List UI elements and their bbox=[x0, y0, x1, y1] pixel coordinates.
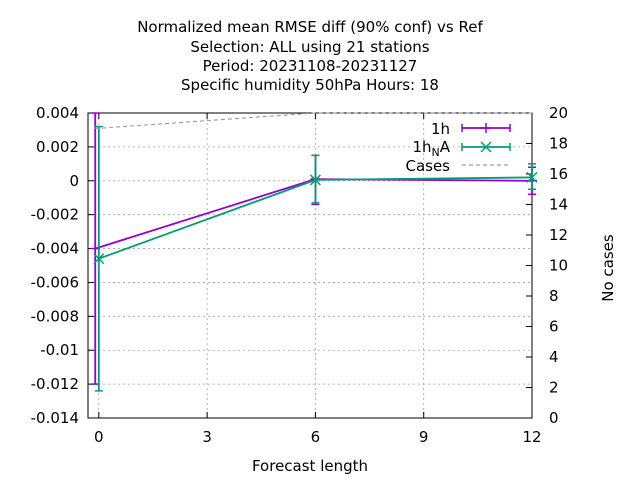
y2-tick-label: 10 bbox=[549, 257, 568, 275]
y2-tick-label: 12 bbox=[549, 226, 568, 244]
legend-label-1h: 1h bbox=[431, 120, 450, 138]
y-tick-label: -0.004 bbox=[31, 240, 79, 258]
plot-border bbox=[87, 112, 533, 419]
x-tick-label: 12 bbox=[522, 428, 541, 446]
title-line-1: Normalized mean RMSE diff (90% conf) vs … bbox=[137, 18, 483, 36]
y2-tick-label: 6 bbox=[549, 318, 559, 336]
x-tick-label: 0 bbox=[94, 428, 104, 446]
y2-tick-label: 18 bbox=[549, 135, 568, 153]
y-tick-label: -0.008 bbox=[31, 307, 79, 325]
grid bbox=[88, 112, 533, 419]
y-tick-label: 0 bbox=[69, 172, 79, 190]
legend-label-1h-na-tail: A bbox=[440, 138, 451, 156]
y2-tick-label: 8 bbox=[549, 287, 559, 305]
series-1h-line bbox=[94, 178, 533, 250]
y-tick-label: -0.012 bbox=[31, 375, 79, 393]
legend-sample-1h-na-marker bbox=[480, 141, 492, 153]
y-axis-ticks: -0.014 -0.012 -0.01 -0.008 -0.006 -0.004 -0.00… bbox=[31, 104, 94, 427]
series-1h-na-point bbox=[309, 174, 321, 186]
legend: 1h 1hNA Cases bbox=[405, 120, 511, 175]
x-tick-label: 9 bbox=[419, 428, 429, 446]
y2-tick-label: 16 bbox=[549, 165, 568, 183]
title-line-4: Specific humidity 50hPa Hours: 18 bbox=[181, 76, 439, 94]
y2-tick-label: 20 bbox=[549, 104, 568, 122]
y-tick-label: -0.014 bbox=[31, 409, 79, 427]
x-tick-label: 3 bbox=[202, 428, 212, 446]
y2-tick-label: 14 bbox=[549, 196, 568, 214]
series-1h-na bbox=[93, 125, 538, 392]
series-layer bbox=[90, 112, 538, 392]
legend-label-cases: Cases bbox=[405, 157, 450, 175]
series-1h-na-point bbox=[526, 171, 538, 183]
y-tick-label: -0.006 bbox=[31, 273, 79, 291]
plot-frame bbox=[87, 112, 533, 419]
x-axis-ticks: 0 3 6 9 12 bbox=[94, 113, 542, 446]
y2-tick-label: 2 bbox=[549, 379, 559, 397]
y2-axis-ticks: 0 2 4 6 8 10 12 14 16 18 20 bbox=[526, 104, 568, 427]
title-line-3: Period: 20231108-20231127 bbox=[203, 57, 418, 75]
x-tick-label: 6 bbox=[311, 428, 321, 446]
y-tick-label: -0.01 bbox=[40, 341, 79, 359]
y-tick-label: 0.002 bbox=[36, 138, 79, 156]
y2-tick-label: 0 bbox=[549, 409, 559, 427]
title-line-2: Selection: ALL using 21 stations bbox=[190, 38, 429, 56]
series-cases-line bbox=[95, 112, 532, 129]
legend-samples bbox=[461, 123, 511, 166]
y-tick-label: -0.002 bbox=[31, 206, 79, 224]
series-cases bbox=[95, 112, 532, 129]
y2-axis-label: No cases bbox=[599, 234, 617, 302]
series-1h-na-point bbox=[93, 253, 105, 265]
legend-label-1h-na-sub: N bbox=[432, 146, 440, 159]
x-axis-label: Forecast length bbox=[252, 457, 368, 475]
y-tick-label: 0.004 bbox=[36, 104, 79, 122]
y2-tick-label: 4 bbox=[549, 348, 559, 366]
legend-label-1h-na-main: 1h bbox=[412, 138, 431, 156]
chart-title: Normalized mean RMSE diff (90% conf) vs … bbox=[137, 18, 483, 94]
legend-label-1h-na: 1hNA bbox=[412, 138, 450, 159]
